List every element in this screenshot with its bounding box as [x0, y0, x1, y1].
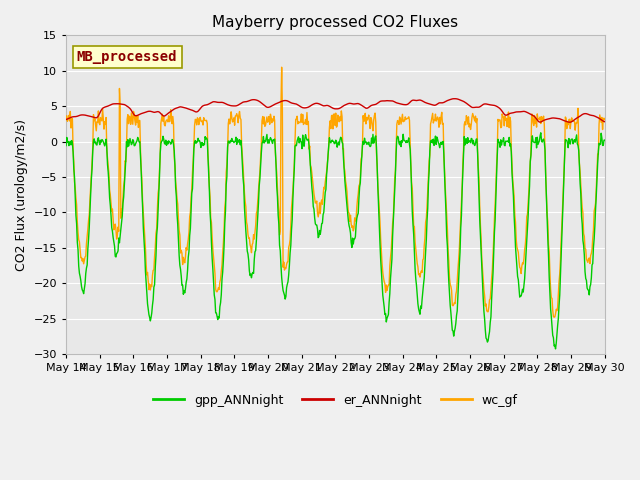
Title: Mayberry processed CO2 Fluxes: Mayberry processed CO2 Fluxes: [212, 15, 458, 30]
Y-axis label: CO2 Flux (urology/m2/s): CO2 Flux (urology/m2/s): [15, 119, 28, 271]
Legend: gpp_ANNnight, er_ANNnight, wc_gf: gpp_ANNnight, er_ANNnight, wc_gf: [148, 389, 523, 412]
Text: MB_processed: MB_processed: [77, 50, 177, 64]
